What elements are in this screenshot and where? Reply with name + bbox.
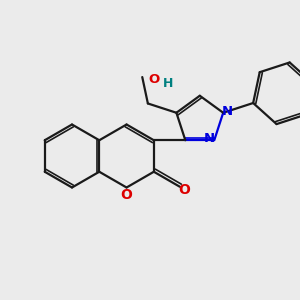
Text: H: H	[163, 76, 173, 90]
Text: O: O	[148, 73, 159, 86]
Text: O: O	[121, 188, 133, 202]
Text: N: N	[221, 105, 233, 118]
Text: O: O	[178, 183, 190, 197]
Text: N: N	[204, 132, 215, 145]
